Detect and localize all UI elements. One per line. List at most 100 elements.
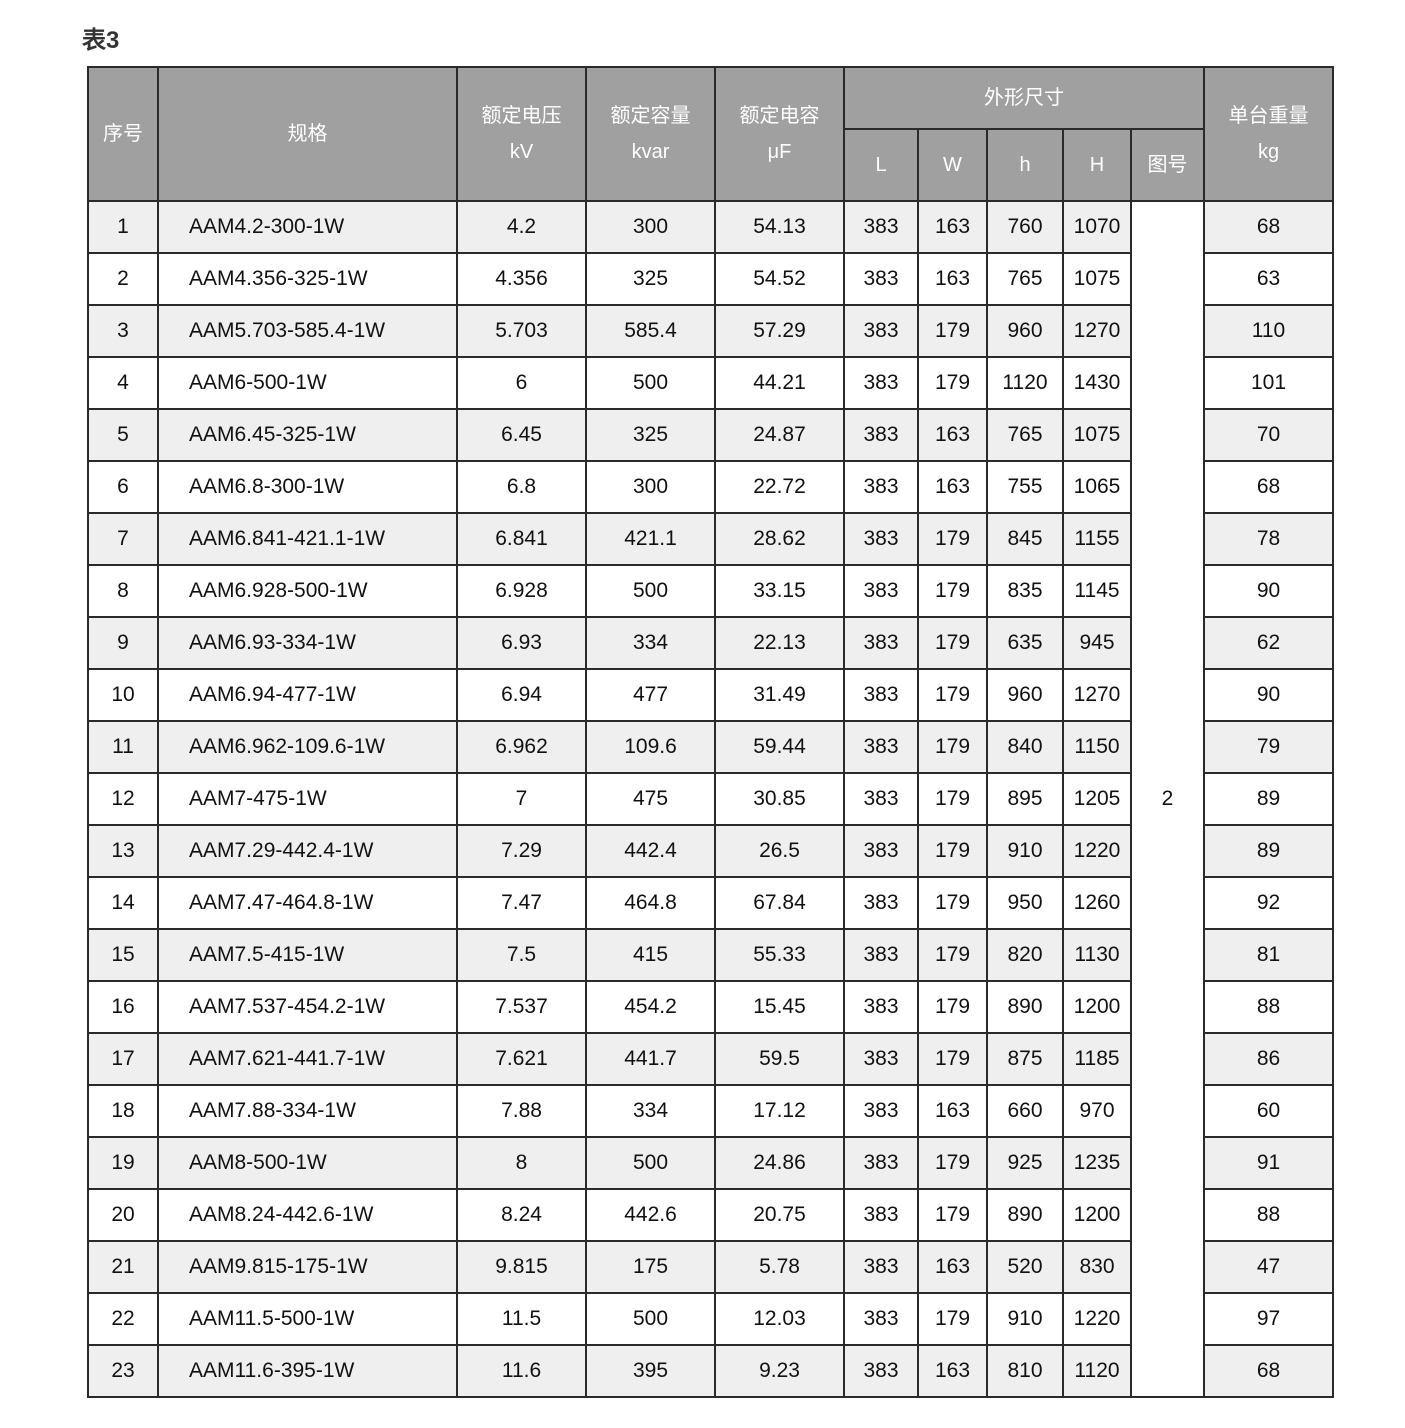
cell-capacitance: 54.52 — [714, 252, 845, 306]
cell-h: 1120 — [986, 356, 1064, 410]
cell-voltage: 11.6 — [456, 1344, 587, 1398]
cell-no: 4 — [87, 356, 159, 410]
cell-W: 179 — [917, 1136, 988, 1190]
header-spec: 规格 — [157, 66, 458, 202]
cell-no: 7 — [87, 512, 159, 566]
cell-weight: 91 — [1203, 1136, 1334, 1190]
cell-weight: 89 — [1203, 772, 1334, 826]
cell-spec: AAM7.621-441.7-1W — [157, 1032, 458, 1086]
cell-H: 1075 — [1062, 408, 1132, 462]
cell-voltage: 7.5 — [456, 928, 587, 982]
cell-L: 383 — [843, 616, 919, 670]
cell-capacitance: 24.86 — [714, 1136, 845, 1190]
cell-L: 383 — [843, 876, 919, 930]
cell-L: 383 — [843, 1240, 919, 1294]
cell-H: 1075 — [1062, 252, 1132, 306]
cell-voltage: 7.621 — [456, 1032, 587, 1086]
cell-spec: AAM5.703-585.4-1W — [157, 304, 458, 358]
cell-voltage: 6.93 — [456, 616, 587, 670]
cell-capacity: 109.6 — [585, 720, 716, 774]
cell-capacity: 442.4 — [585, 824, 716, 878]
cell-voltage: 6.45 — [456, 408, 587, 462]
cell-spec: AAM9.815-175-1W — [157, 1240, 458, 1294]
cell-weight: 86 — [1203, 1032, 1334, 1086]
cell-no: 22 — [87, 1292, 159, 1346]
table-row: 13 AAM7.29-442.4-1W 7.29 442.4 26.5 383 179 910… — [87, 824, 1334, 878]
cell-no: 8 — [87, 564, 159, 618]
cell-L: 383 — [843, 1032, 919, 1086]
cell-h: 875 — [986, 1032, 1064, 1086]
cell-capacity: 325 — [585, 408, 716, 462]
cell-spec: AAM4.2-300-1W — [157, 200, 458, 254]
cell-voltage: 8 — [456, 1136, 587, 1190]
cell-no: 15 — [87, 928, 159, 982]
cell-capacitance: 20.75 — [714, 1188, 845, 1242]
cell-L: 383 — [843, 1344, 919, 1398]
cell-weight: 88 — [1203, 980, 1334, 1034]
cell-no: 19 — [87, 1136, 159, 1190]
cell-spec: AAM7.5-415-1W — [157, 928, 458, 982]
cell-h: 520 — [986, 1240, 1064, 1294]
cell-capacity: 475 — [585, 772, 716, 826]
header-h: h — [986, 128, 1064, 202]
cell-voltage: 6 — [456, 356, 587, 410]
cell-L: 383 — [843, 928, 919, 982]
cell-h: 950 — [986, 876, 1064, 930]
header-capacity-label: 额定容量 — [610, 105, 691, 127]
cell-H: 1205 — [1062, 772, 1132, 826]
cell-L: 383 — [843, 824, 919, 878]
header-voltage-unit: kV — [509, 141, 534, 163]
cell-L: 383 — [843, 1292, 919, 1346]
cell-L: 383 — [843, 460, 919, 514]
cell-capacity: 500 — [585, 1136, 716, 1190]
cell-H: 1270 — [1062, 304, 1132, 358]
cell-voltage: 8.24 — [456, 1188, 587, 1242]
cell-h: 960 — [986, 304, 1064, 358]
table-row: 8 AAM6.928-500-1W 6.928 500 33.15 383 179 835 11… — [87, 564, 1334, 618]
cell-weight: 78 — [1203, 512, 1334, 566]
table-row: 12 AAM7-475-1W 7 475 30.85 383 179 895 1205 89 — [87, 772, 1334, 826]
cell-h: 835 — [986, 564, 1064, 618]
cell-capacity: 300 — [585, 200, 716, 254]
capacitor-spec-table: 序号 规格 额定电压 kV 额定容量 kvar 额定电容 μF 外形尺寸 单台重量 kg… — [87, 66, 1334, 1398]
cell-weight: 101 — [1203, 356, 1334, 410]
header-capacitance-unit: μF — [767, 141, 792, 163]
cell-W: 163 — [917, 200, 988, 254]
table-row: 5 AAM6.45-325-1W 6.45 325 24.87 383 163 765 1075… — [87, 408, 1334, 462]
cell-W: 179 — [917, 512, 988, 566]
table-row: 6 AAM6.8-300-1W 6.8 300 22.72 383 163 755 1065 68 — [87, 460, 1334, 514]
header-no: 序号 — [87, 66, 159, 202]
cell-h: 925 — [986, 1136, 1064, 1190]
cell-capacity: 175 — [585, 1240, 716, 1294]
cell-spec: AAM6.8-300-1W — [157, 460, 458, 514]
cell-L: 383 — [843, 564, 919, 618]
cell-H: 970 — [1062, 1084, 1132, 1138]
cell-H: 1220 — [1062, 1292, 1132, 1346]
cell-capacitance: 57.29 — [714, 304, 845, 358]
cell-weight: 89 — [1203, 824, 1334, 878]
cell-capacity: 454.2 — [585, 980, 716, 1034]
cell-capacitance: 31.49 — [714, 668, 845, 722]
cell-L: 383 — [843, 304, 919, 358]
cell-spec: AAM6.962-109.6-1W — [157, 720, 458, 774]
cell-weight: 68 — [1203, 200, 1334, 254]
cell-capacitance: 9.23 — [714, 1344, 845, 1398]
table-row: 2 AAM4.356-325-1W 4.356 325 54.52 383 163 765 10… — [87, 252, 1334, 306]
cell-h: 845 — [986, 512, 1064, 566]
cell-weight: 47 — [1203, 1240, 1334, 1294]
cell-W: 179 — [917, 772, 988, 826]
cell-L: 383 — [843, 772, 919, 826]
cell-no: 13 — [87, 824, 159, 878]
cell-capacity: 300 — [585, 460, 716, 514]
table-row: 18 AAM7.88-334-1W 7.88 334 17.12 383 163 660 970… — [87, 1084, 1334, 1138]
cell-h: 765 — [986, 408, 1064, 462]
cell-weight: 110 — [1203, 304, 1334, 358]
cell-capacitance: 67.84 — [714, 876, 845, 930]
cell-h: 635 — [986, 616, 1064, 670]
cell-h: 820 — [986, 928, 1064, 982]
cell-H: 1200 — [1062, 1188, 1132, 1242]
cell-voltage: 6.928 — [456, 564, 587, 618]
cell-no: 17 — [87, 1032, 159, 1086]
cell-spec: AAM11.5-500-1W — [157, 1292, 458, 1346]
cell-spec: AAM8.24-442.6-1W — [157, 1188, 458, 1242]
